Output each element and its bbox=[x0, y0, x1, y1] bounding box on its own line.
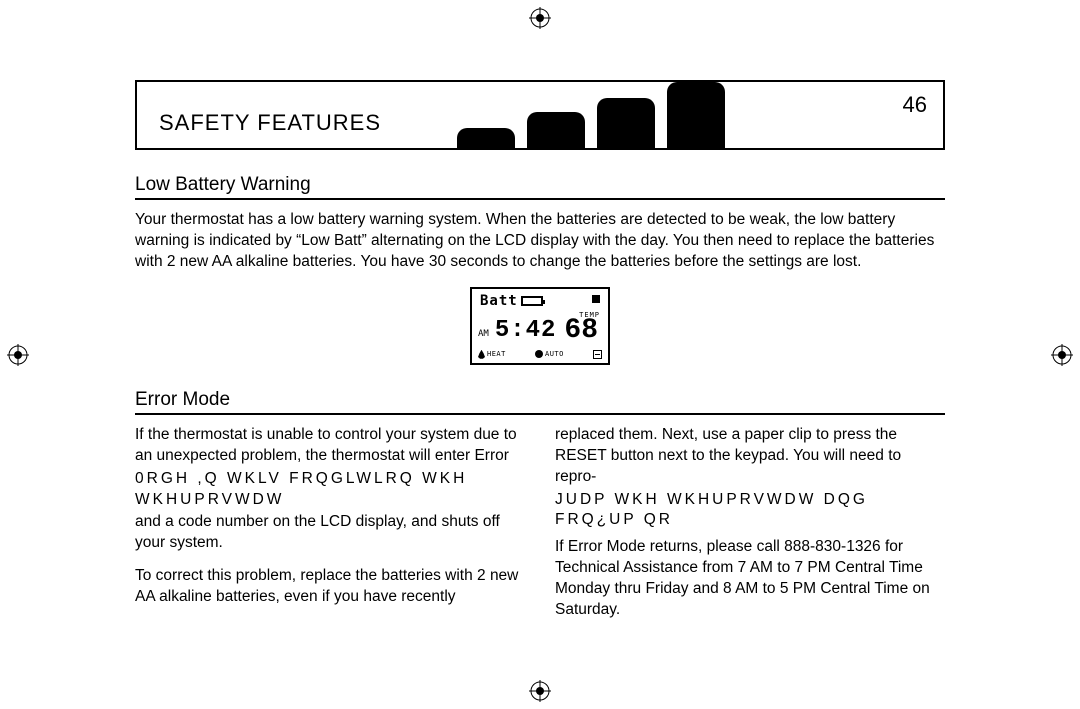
lcd-temp-value: 68 bbox=[564, 315, 598, 346]
lcd-time: 5:42 bbox=[495, 317, 557, 344]
col1-garbled: 0RGH ,Q WKLV FRQGLWLRQ WKH WKHUPRVWDW bbox=[135, 469, 525, 511]
header-bars-graphic bbox=[457, 82, 725, 150]
bar-2 bbox=[527, 112, 585, 150]
page-number: 46 bbox=[903, 92, 927, 118]
bar-3 bbox=[597, 98, 655, 150]
low-battery-body: Your thermostat has a low battery warnin… bbox=[135, 210, 945, 273]
schedule-icon bbox=[593, 350, 602, 359]
crop-mark-bottom bbox=[528, 679, 552, 703]
crop-mark-right bbox=[1050, 343, 1074, 367]
bar-4 bbox=[667, 82, 725, 150]
lcd-batt-row: Batt bbox=[480, 293, 543, 309]
lcd-illustration-wrap: Batt TEMP AM 5:42 68 HEAT AUTO bbox=[135, 287, 945, 365]
col1-p2: and a code number on the LCD display, an… bbox=[135, 512, 525, 554]
lcd-auto-label: AUTO bbox=[545, 350, 564, 358]
col2-garbled: JUDP WKH WKHUPRVWDW DQG FRQ¿UP QR bbox=[555, 490, 945, 532]
section-title-low-battery: Low Battery Warning bbox=[135, 174, 945, 196]
lcd-bottom-row: HEAT AUTO bbox=[478, 350, 602, 359]
fan-icon bbox=[535, 350, 543, 358]
header-box: SAFETY FEATURES 46 bbox=[135, 80, 945, 150]
section-rule bbox=[135, 198, 945, 200]
error-mode-col2: replaced them. Next, use a paper clip to… bbox=[555, 425, 945, 633]
battery-icon bbox=[521, 296, 543, 306]
col2-p1: replaced them. Next, use a paper clip to… bbox=[555, 425, 945, 488]
lcd-heat-label: HEAT bbox=[487, 350, 506, 358]
crop-mark-top bbox=[528, 6, 552, 30]
bar-1 bbox=[457, 128, 515, 150]
error-mode-col1: If the thermostat is unable to control y… bbox=[135, 425, 525, 633]
flame-icon bbox=[478, 350, 485, 359]
lcd-time-row: AM 5:42 bbox=[478, 317, 556, 344]
lcd-auto-group: AUTO bbox=[535, 350, 564, 358]
lcd-heat-group: HEAT bbox=[478, 350, 506, 359]
lcd-indicator-dot bbox=[592, 295, 600, 303]
col1-p1: If the thermostat is unable to control y… bbox=[135, 425, 525, 467]
col1-p3: To correct this problem, replace the bat… bbox=[135, 566, 525, 608]
lcd-batt-label: Batt bbox=[480, 293, 518, 309]
lcd-am-label: AM bbox=[478, 329, 489, 339]
page-title: SAFETY FEATURES bbox=[137, 110, 381, 148]
page-content: SAFETY FEATURES 46 Low Battery Warning Y… bbox=[135, 80, 945, 629]
section-title-error-mode: Error Mode bbox=[135, 389, 945, 411]
crop-mark-left bbox=[6, 343, 30, 367]
col2-p2: If Error Mode returns, please call 888-8… bbox=[555, 537, 945, 621]
lcd-display: Batt TEMP AM 5:42 68 HEAT AUTO bbox=[470, 287, 610, 365]
error-mode-columns: If the thermostat is unable to control y… bbox=[135, 425, 945, 633]
section-rule-2 bbox=[135, 413, 945, 415]
